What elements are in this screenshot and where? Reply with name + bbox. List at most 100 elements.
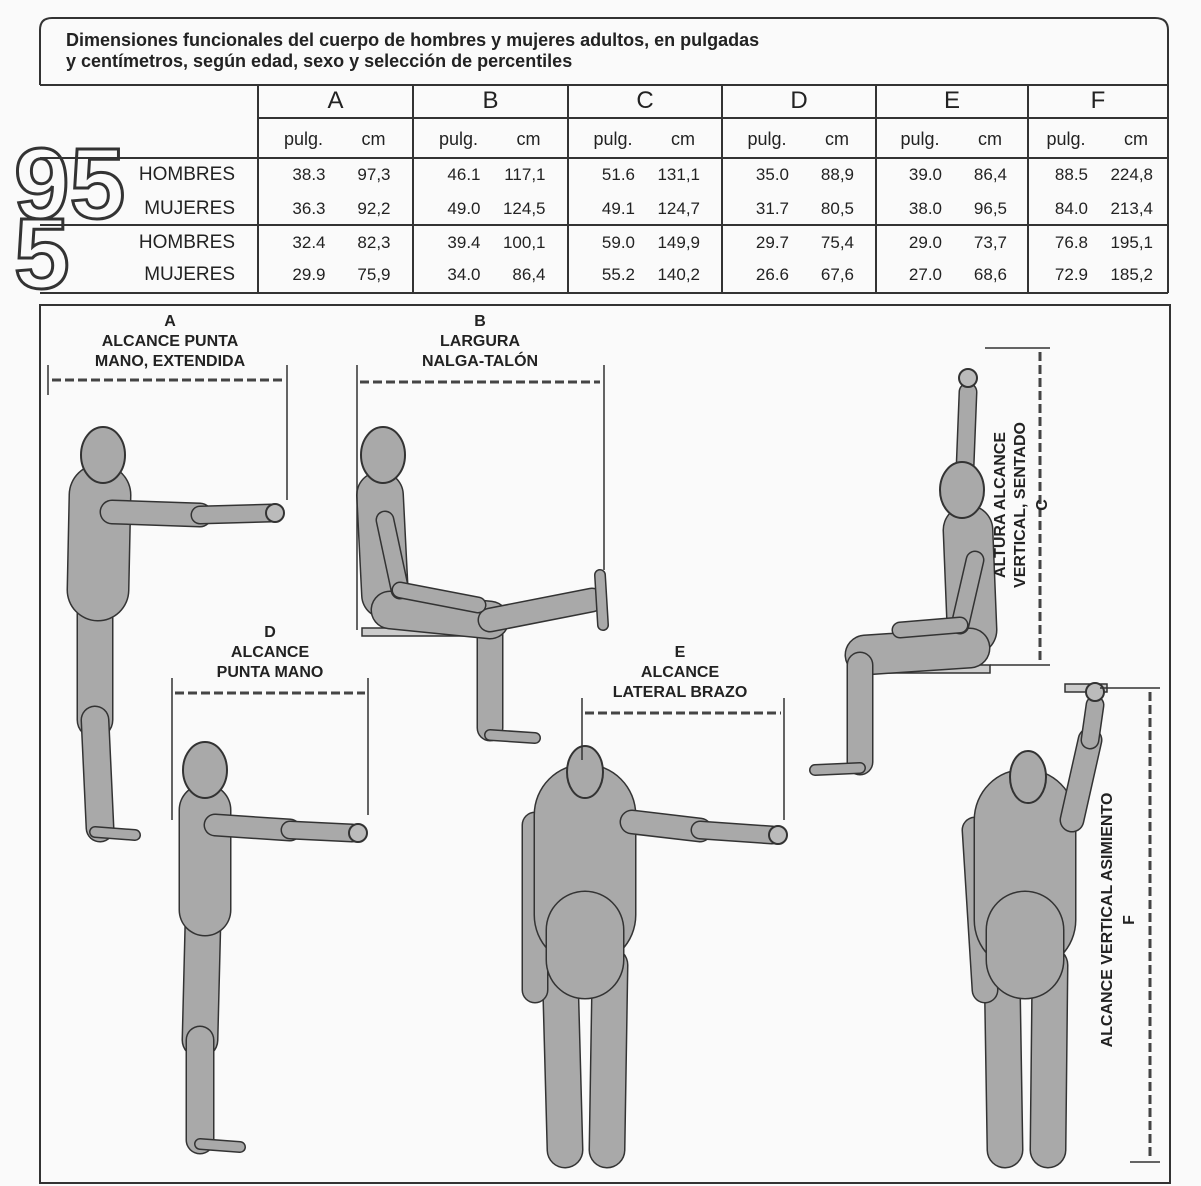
figure-label: ALTURA ALCANCE VERTICAL, SENTADO C [992,422,1051,588]
body-part [957,384,976,476]
cell-cm: 195,1 [1110,233,1153,252]
figure-frame [39,304,1171,1184]
body-part [82,707,113,841]
cell-pulg: 51.6 [602,165,635,184]
body-part [810,763,865,775]
head [1009,750,1047,804]
title-line: y centímetros, según edad, sexo y selecc… [66,51,572,71]
cell-pulg: 38.0 [909,199,942,218]
label-line: NALGA-TALÓN [422,351,538,370]
cell-pulg: 39.4 [447,233,480,252]
cell-cm: 117,1 [504,165,545,184]
cell-cm: 124,5 [503,199,546,218]
label-line: LARGURA [440,333,520,350]
figure-label: A ALCANCE PUNTA MANO, EXTENDIDA [95,313,246,370]
body-part [68,465,130,620]
cell-cm: 67,6 [821,265,854,284]
body-part [985,948,1022,1167]
body-part [101,501,211,526]
body-part [195,1139,245,1152]
cell-cm: 224,8 [1110,165,1153,184]
cell-cm: 68,6 [974,265,1007,284]
body-part [590,948,627,1167]
unit-label: cm [1124,129,1148,149]
row-label: HOMBRES [139,164,235,185]
cell-pulg: 84.0 [1055,199,1088,218]
body-part [205,815,300,840]
label-letter: D [264,624,276,641]
column-header: C [636,87,653,114]
hand [958,368,978,388]
label-letter: F [1121,915,1138,925]
cell-cm: 149,9 [657,233,700,252]
row-label: MUJERES [144,198,235,219]
body-part [377,512,408,598]
body-part [952,552,983,633]
column-header: E [944,87,960,114]
cell-pulg: 88.5 [1055,165,1088,184]
cell-cm: 97,3 [357,165,390,184]
column-header: D [790,87,807,114]
cell-pulg: 55.2 [602,265,635,284]
body-part [90,827,140,840]
cell-cm: 185,2 [1110,265,1153,284]
body-part [183,903,220,1057]
cell-cm: 86,4 [974,165,1007,184]
head [182,741,228,799]
cell-cm: 75,9 [357,265,390,284]
body-part [192,505,280,523]
head [360,426,406,484]
column-header: B [482,87,498,114]
body-part [1031,948,1067,1167]
label-line: LATERAL BRAZO [613,684,748,701]
cell-cm: 96,5 [974,199,1007,218]
body-part [1082,697,1103,748]
column-header: F [1091,87,1106,114]
hand [265,503,285,523]
body-part [393,583,485,612]
body-part [479,589,603,631]
percentile: 5 [14,198,70,310]
figures: A ALCANCE PUNTA MANO, EXTENDIDA B LARGURANAL… [47,313,1160,1169]
unit-label: pulg. [593,129,632,149]
cell-cm: 88,9 [821,165,854,184]
unit-label: cm [517,129,541,149]
percentile: 95 [14,128,125,240]
label-letter: C [1034,499,1051,511]
cell-cm: 82,3 [357,233,390,252]
cell-pulg: 76.8 [1055,233,1088,252]
cell-cm: 100,1 [503,233,546,252]
cell-pulg: 29.9 [292,265,325,284]
title-line: Dimensiones funcionales del cuerpo de ho… [66,30,759,50]
figure-label: ALCANCE VERTICAL ASIMIENTO F [1099,793,1138,1048]
column-header: A [327,87,343,114]
unit-label: pulg. [439,129,478,149]
cell-pulg: 59.0 [602,233,635,252]
label-line: ALCANCE [231,644,310,661]
cell-pulg: 38.3 [292,165,325,184]
label-letter: A [164,313,176,330]
body-part [1061,729,1101,831]
cell-pulg: 49.1 [602,199,635,218]
head [80,426,126,484]
body-part [893,618,967,637]
row-label: HOMBRES [139,232,235,253]
cell-pulg: 46.1 [447,165,480,184]
cell-cm: 213,4 [1110,199,1153,218]
cell-pulg: 26.6 [756,265,789,284]
unit-label: cm [362,129,386,149]
label-line: PUNTA MANO [217,664,324,681]
label-line: MANO, EXTENDIDA [95,353,246,370]
unit-label: pulg. [1046,129,1085,149]
cell-pulg: 32.4 [292,233,325,252]
cell-pulg: 29.0 [909,233,942,252]
hand [1085,682,1105,702]
cell-cm: 75,4 [821,233,854,252]
body-part [692,822,780,843]
figure-label: D ALCANCE PUNTA MANO [217,624,324,681]
cell-cm: 73,7 [974,233,1007,252]
label-line: ALTURA ALCANCE [992,432,1009,578]
cell-cm: 124,7 [657,199,700,218]
